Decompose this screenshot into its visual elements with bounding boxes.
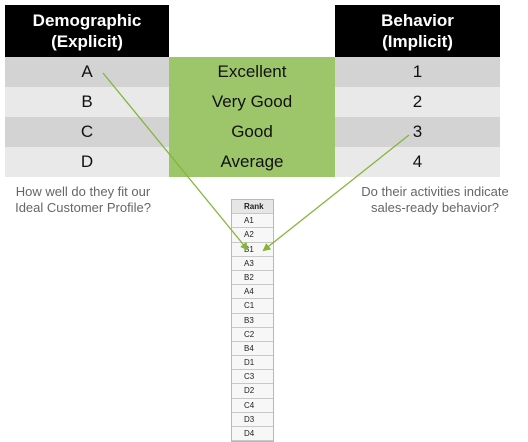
rank-table-row: D2 [232, 384, 273, 399]
right-caption-line2: sales-ready behavior? [371, 200, 499, 215]
demographic-cell: A [5, 57, 169, 87]
rating-cell: Good [169, 117, 335, 147]
rating-cell: Average [169, 147, 335, 177]
demographic-cell: B [5, 87, 169, 117]
behavior-header: Behavior (Implicit) [335, 5, 500, 57]
rating-cell: Very Good [169, 87, 335, 117]
left-caption-line1: How well do they fit our [15, 184, 151, 199]
demographic-cell: D [5, 147, 169, 177]
behavior-cell: 3 [335, 117, 500, 147]
rank-table-row: A3 [232, 257, 273, 271]
rank-table-row: D4 [232, 427, 273, 442]
behavior-header-title: Behavior [381, 11, 454, 30]
behavior-cell: 1 [335, 57, 500, 87]
left-caption: How well do they fit our Ideal Customer … [0, 184, 166, 216]
rank-table-row: B1 [232, 243, 273, 257]
rank-table-row: A4 [232, 285, 273, 300]
demographic-header-title: Demographic [32, 11, 142, 30]
rank-table-header: Rank [232, 200, 273, 215]
right-caption: Do their activities indicate sales-ready… [340, 184, 528, 216]
rank-table-row: B2 [232, 271, 273, 286]
left-caption-line2: Ideal Customer Profile? [15, 200, 151, 215]
behavior-arrow [262, 134, 410, 252]
rank-table-row: C4 [232, 399, 273, 413]
rank-table-row: A2 [232, 228, 273, 243]
behavior-header-subtitle: (Implicit) [382, 32, 453, 51]
rank-table-row: D1 [232, 356, 273, 371]
demographic-header: Demographic (Explicit) [5, 5, 169, 57]
demographic-header-subtitle: (Explicit) [51, 32, 123, 51]
rating-cell: Excellent [169, 57, 335, 87]
rank-table: Rank A1 A2 B1 A3 B2 A4 C1 B3 C2 B4 D1 C3… [231, 199, 274, 442]
rank-table-row: C1 [232, 299, 273, 314]
rank-table-row: D3 [232, 413, 273, 427]
behavior-cell: 2 [335, 87, 500, 117]
demographic-arrow [102, 72, 249, 251]
rank-table-row: B3 [232, 314, 273, 328]
rank-table-row: A1 [232, 214, 273, 229]
right-caption-line1: Do their activities indicate [361, 184, 509, 199]
demographic-cell: C [5, 117, 169, 147]
rank-table-row: B4 [232, 342, 273, 357]
rank-table-row: C3 [232, 370, 273, 385]
rank-table-row: C2 [232, 328, 273, 342]
connector-arrows [102, 72, 410, 252]
